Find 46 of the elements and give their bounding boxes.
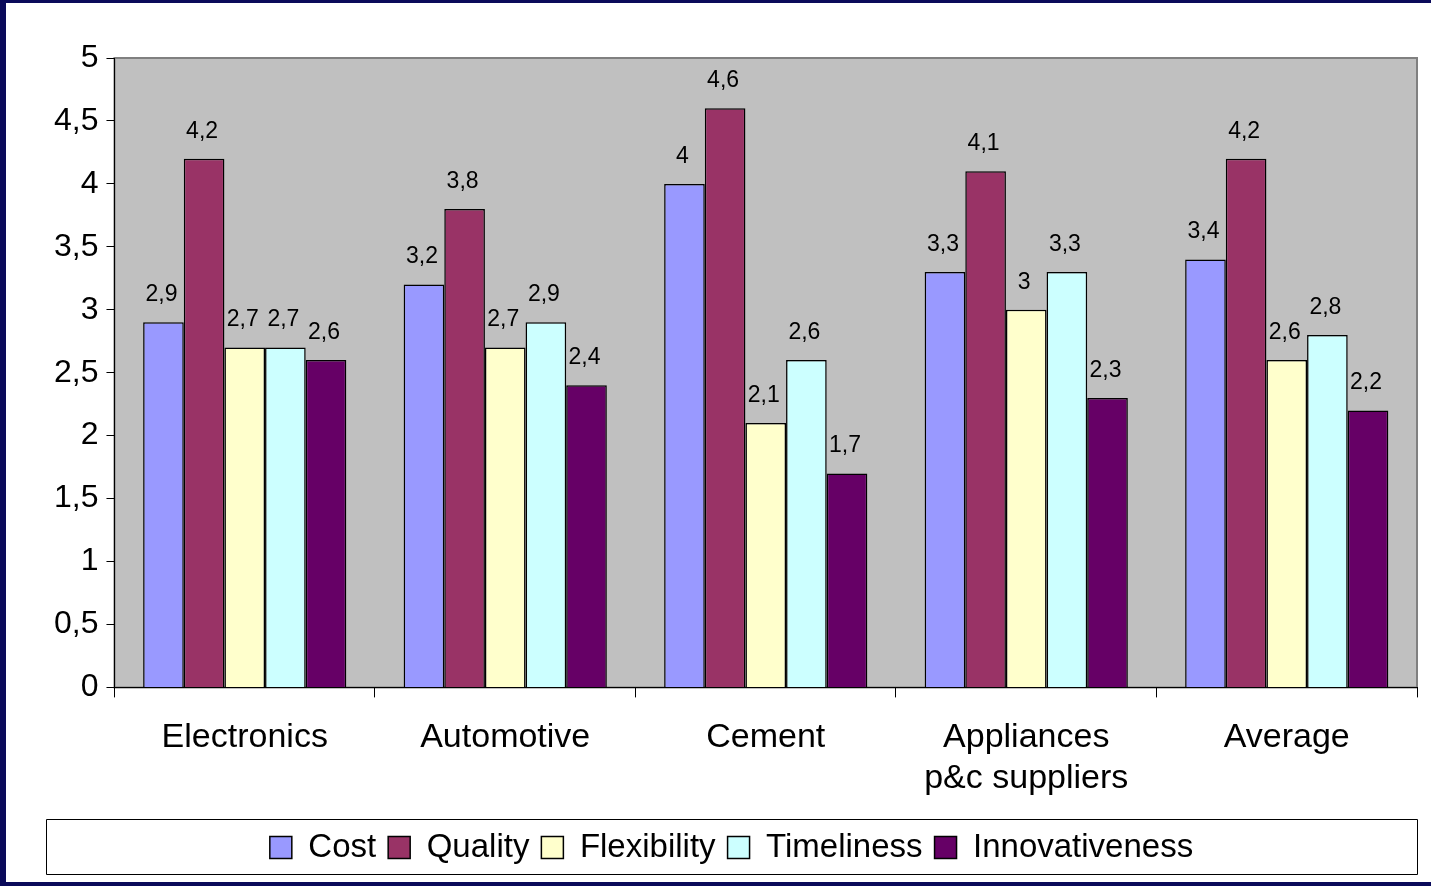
data-label: 2,9 — [145, 280, 178, 307]
data-label: 2,7 — [267, 305, 300, 332]
y-tick-label: 4,5 — [54, 100, 99, 137]
data-label: 3,4 — [1187, 217, 1220, 244]
y-tick-label: 4 — [80, 163, 99, 200]
data-label: 4,6 — [707, 66, 740, 93]
y-tick-label: 3,5 — [54, 226, 99, 263]
data-label: 4,2 — [1228, 116, 1261, 143]
y-tick-label: 1,5 — [54, 478, 99, 515]
x-tick-label: Cement — [706, 716, 826, 755]
data-label: 4,1 — [967, 129, 1000, 156]
data-label: 3,8 — [446, 166, 479, 193]
data-label: 3,3 — [926, 229, 959, 256]
y-tick-label: 0,5 — [54, 604, 99, 641]
data-label: 2,4 — [568, 343, 601, 370]
data-label: 2,6 — [788, 317, 821, 344]
data-label: 1,7 — [829, 431, 862, 458]
y-tick-label: 2 — [80, 415, 99, 452]
legend-label: Innovativeness — [973, 826, 1194, 864]
data-label: 3 — [1017, 267, 1031, 294]
data-label: 2,9 — [527, 280, 560, 307]
data-label: 4 — [676, 141, 690, 168]
x-tick-label: Average — [1223, 716, 1350, 755]
x-tick-label: Automotive — [420, 716, 591, 755]
data-label: 2,7 — [487, 305, 520, 332]
y-tick-label: 0 — [80, 667, 99, 704]
data-label: 2,6 — [1268, 317, 1301, 344]
data-label: 3,3 — [1048, 229, 1081, 256]
legend-label: Cost — [308, 826, 377, 864]
y-tick-label: 3 — [80, 289, 99, 326]
y-tick-label: 1 — [80, 541, 99, 578]
y-tick-label: 5 — [80, 37, 99, 74]
x-tick-label: Appliances p&c suppliers — [924, 716, 1129, 795]
legend-label: Flexibility — [579, 826, 717, 864]
data-label: 3,2 — [405, 242, 438, 269]
legend-label: Timeliness — [766, 826, 923, 864]
y-tick-label: 2,5 — [54, 352, 99, 389]
data-label: 2,1 — [747, 380, 780, 407]
data-label: 2,3 — [1089, 355, 1122, 382]
data-label: 2,7 — [226, 305, 259, 332]
data-label: 2,8 — [1309, 292, 1342, 319]
legend-label: Quality — [426, 826, 530, 864]
data-label: 2,6 — [308, 317, 341, 344]
data-label: 4,2 — [186, 116, 219, 143]
x-tick-label: Electronics — [161, 716, 328, 755]
data-label: 2,2 — [1350, 368, 1383, 395]
